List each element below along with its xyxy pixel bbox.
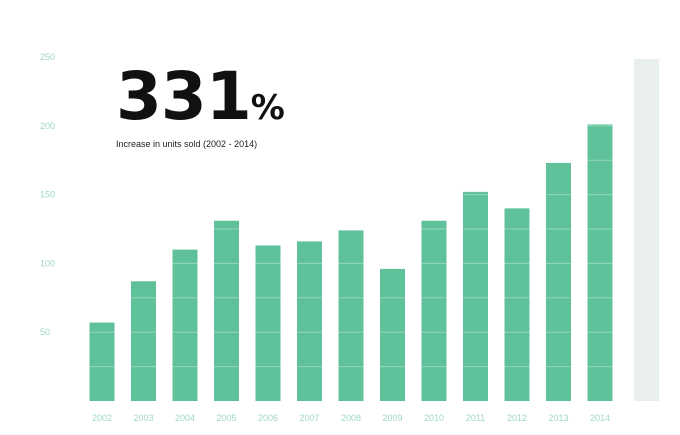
headline-caption: Increase in units sold (2002 - 2014) — [116, 139, 258, 149]
headline-unit: % — [250, 88, 285, 128]
bar — [338, 230, 364, 401]
x-tick-label: 2008 — [341, 413, 361, 423]
bar — [380, 268, 405, 401]
x-tick-label: 2002 — [92, 413, 112, 423]
x-tick-label: 2013 — [548, 413, 568, 423]
bar — [172, 249, 198, 401]
bar — [89, 322, 115, 401]
x-tick-label: 2004 — [175, 413, 195, 423]
y-tick-label: 50 — [40, 327, 50, 337]
x-tick-label: 2011 — [466, 413, 485, 423]
bar — [214, 220, 239, 401]
x-tick-label: 2007 — [299, 413, 319, 423]
bar — [587, 124, 613, 401]
placeholder-bar — [634, 59, 659, 401]
bar — [463, 191, 488, 401]
x-tick-label: 2012 — [507, 413, 527, 423]
y-tick-label: 150 — [40, 190, 55, 200]
x-tick-label: 2003 — [133, 413, 153, 423]
x-tick-label: 2009 — [382, 413, 402, 423]
y-tick-label: 100 — [40, 258, 55, 268]
y-tick-label: 200 — [40, 121, 55, 131]
bar — [546, 162, 571, 401]
bar — [504, 208, 530, 401]
x-tick-label: 2014 — [590, 413, 610, 423]
x-tick-label: 2005 — [216, 413, 236, 423]
bar — [297, 241, 322, 401]
bar — [131, 281, 156, 401]
y-tick-label: 250 — [40, 52, 55, 62]
headline-value: 331 — [116, 58, 252, 135]
bar — [255, 245, 281, 401]
bar — [421, 220, 447, 401]
x-tick-label: 2010 — [424, 413, 444, 423]
headline-stat: 331% — [116, 64, 285, 141]
x-tick-label: 2006 — [258, 413, 278, 423]
